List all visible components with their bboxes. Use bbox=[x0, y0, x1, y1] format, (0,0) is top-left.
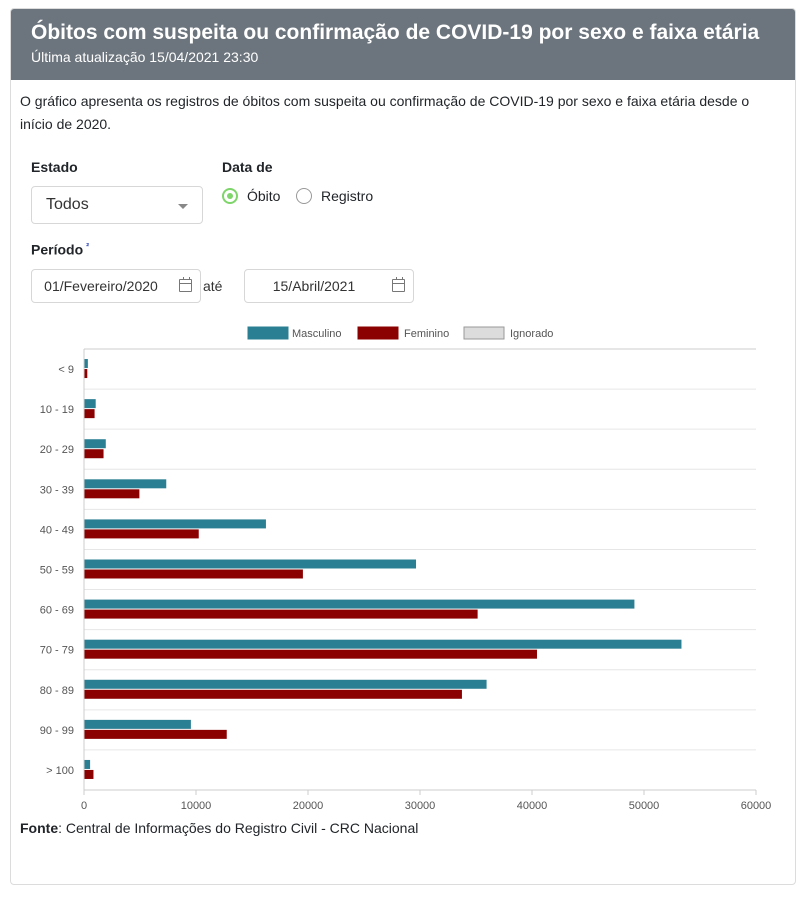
start-date-value: 01/Fevereiro/2020 bbox=[44, 278, 158, 294]
bar-feminino-5 bbox=[84, 569, 303, 579]
source-text: : Central de Informações do Registro Civ… bbox=[58, 820, 419, 836]
last-updated: Última atualização 15/04/2021 23:30 bbox=[31, 49, 259, 65]
bar-chart: Masculino Feminino Ignorado < 9 10 - 19 20 -… bbox=[40, 326, 771, 812]
bar-masculino-8 bbox=[84, 679, 487, 689]
card-header: Óbitos com suspeita ou confirmação de CO… bbox=[11, 9, 795, 80]
bar-masculino-0 bbox=[84, 359, 88, 369]
y-tick-label: > 100 bbox=[46, 765, 74, 777]
x-tick-label: 10000 bbox=[181, 800, 212, 812]
chart-description: O gráfico apresenta os registros de óbit… bbox=[20, 93, 750, 132]
bar-feminino-6 bbox=[84, 609, 478, 619]
page-title: Óbitos com suspeita ou confirmação de CO… bbox=[31, 21, 760, 44]
x-tick-label: 40000 bbox=[517, 800, 548, 812]
x-tick-label: 0 bbox=[81, 800, 87, 812]
bar-masculino-10 bbox=[84, 759, 91, 769]
end-date-value: 15/Abril/2021 bbox=[272, 278, 356, 294]
radio-obito[interactable]: Óbito bbox=[222, 188, 280, 204]
periodo-label: Período ² bbox=[31, 241, 89, 258]
radio-registro[interactable]: Registro bbox=[296, 188, 373, 204]
chart-legend: Masculino Feminino Ignorado bbox=[247, 326, 553, 340]
end-date-input[interactable]: 15/Abril/2021 bbox=[244, 269, 414, 303]
x-tick-label: 30000 bbox=[405, 800, 436, 812]
radio-obito-label: Óbito bbox=[247, 188, 281, 204]
y-tick-label: 60 - 69 bbox=[40, 605, 74, 617]
data-de-label: Data de bbox=[222, 159, 273, 175]
y-axis-labels: < 9 10 - 19 20 - 29 30 - 39 40 - 49 50 - 59 60… bbox=[40, 364, 74, 777]
bar-masculino-6 bbox=[84, 599, 635, 609]
y-tick-label: < 9 bbox=[58, 364, 74, 376]
y-tick-label: 20 - 29 bbox=[40, 444, 74, 456]
bar-feminino-2 bbox=[84, 449, 104, 459]
x-axis-labels: 0 10000 20000 30000 40000 50000 60000 bbox=[81, 800, 771, 812]
y-tick-label: 80 - 89 bbox=[40, 685, 74, 697]
estado-select[interactable]: Todos bbox=[31, 186, 203, 224]
estado-select-value: Todos bbox=[46, 196, 89, 213]
ate-label: até bbox=[203, 278, 223, 294]
radio-registro-label: Registro bbox=[321, 188, 374, 204]
legend-swatch-masculino bbox=[247, 326, 289, 340]
legend-swatch-ignorado bbox=[463, 326, 505, 340]
estado-label: Estado bbox=[31, 159, 78, 175]
chevron-down-icon bbox=[178, 204, 188, 209]
y-tick-label: 90 - 99 bbox=[40, 725, 74, 737]
legend-label-ignorado: Ignorado bbox=[510, 328, 553, 340]
radio-unchecked-icon[interactable] bbox=[296, 188, 312, 204]
x-tick-label: 20000 bbox=[293, 800, 324, 812]
legend-label-feminino: Feminino bbox=[404, 328, 449, 340]
bar-feminino-4 bbox=[84, 529, 199, 539]
chart-grid bbox=[83, 348, 757, 795]
radio-checked-icon[interactable] bbox=[222, 188, 238, 204]
bar-feminino-0 bbox=[84, 369, 88, 379]
bar-masculino-1 bbox=[84, 399, 96, 409]
bar-feminino-9 bbox=[84, 729, 227, 739]
periodo-label-text: Período bbox=[31, 241, 84, 258]
bar-feminino-3 bbox=[84, 489, 140, 499]
bar-masculino-9 bbox=[84, 719, 191, 729]
y-tick-label: 50 - 59 bbox=[40, 565, 74, 577]
bar-feminino-7 bbox=[84, 649, 537, 659]
start-date-input[interactable]: 01/Fevereiro/2020 bbox=[31, 269, 201, 303]
chart-bars bbox=[84, 359, 682, 779]
calendar-icon[interactable] bbox=[392, 277, 405, 292]
bar-masculino-5 bbox=[84, 559, 417, 569]
bar-masculino-4 bbox=[84, 519, 266, 529]
periodo-footnote-mark: ² bbox=[86, 241, 90, 251]
bar-feminino-8 bbox=[84, 689, 462, 699]
calendar-icon[interactable] bbox=[179, 277, 192, 292]
x-tick-label: 60000 bbox=[741, 800, 772, 812]
bar-feminino-10 bbox=[84, 769, 94, 779]
x-tick-label: 50000 bbox=[629, 800, 660, 812]
y-tick-label: 70 - 79 bbox=[40, 645, 74, 657]
bar-feminino-1 bbox=[84, 409, 95, 419]
legend-swatch-feminino bbox=[357, 326, 399, 340]
source-note: Fonte: Central de Informações do Registr… bbox=[20, 820, 418, 836]
bar-masculino-3 bbox=[84, 479, 167, 489]
bar-masculino-2 bbox=[84, 439, 106, 449]
source-label: Fonte bbox=[20, 820, 59, 836]
y-tick-label: 30 - 39 bbox=[40, 484, 74, 496]
bar-masculino-7 bbox=[84, 639, 682, 649]
y-tick-label: 40 - 49 bbox=[40, 524, 74, 536]
legend-label-masculino: Masculino bbox=[292, 328, 342, 340]
y-tick-label: 10 - 19 bbox=[40, 404, 74, 416]
